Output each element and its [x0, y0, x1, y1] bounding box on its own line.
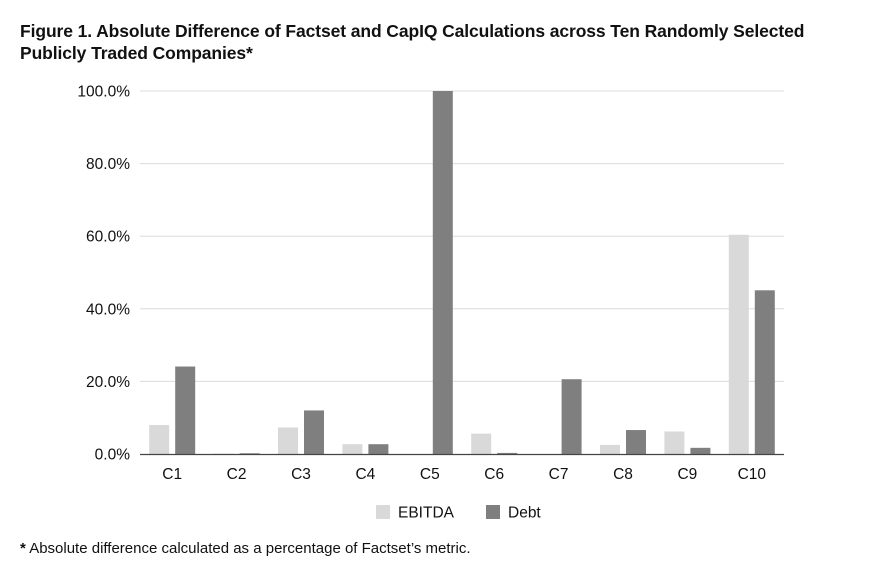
bar-debt-c2 [239, 453, 260, 454]
bar-ebitda-c8 [600, 444, 620, 454]
y-tick-label: 40.0% [86, 301, 130, 318]
y-tick-label: 100.0% [77, 84, 130, 101]
bar-ebitda-c9 [664, 431, 685, 454]
bar-debt-c9 [690, 447, 711, 454]
legend-label-ebitda: EBITDA [398, 505, 455, 522]
y-tick-label: 0.0% [95, 447, 131, 464]
y-tick-label: 60.0% [86, 229, 130, 246]
x-tick-label: C8 [613, 466, 633, 483]
x-tick-label: C3 [291, 466, 311, 483]
x-tick-label: C10 [738, 466, 767, 483]
y-axis-labels: 0.0% 20.0% 40.0% 60.0% 80.0% 100.0% [77, 84, 130, 464]
x-tick-label: C5 [420, 466, 440, 483]
legend-swatch-debt [486, 505, 500, 519]
bar-ebitda-c4 [342, 444, 363, 454]
bar-ebitda-c10 [728, 234, 749, 454]
bar-debt-c4 [368, 444, 389, 454]
bar-debt-c6 [497, 452, 518, 454]
x-tick-label: C7 [549, 466, 569, 483]
y-tick-label: 20.0% [86, 374, 130, 391]
bar-debt-c1 [175, 366, 196, 454]
x-tick-label: C2 [227, 466, 247, 483]
bar-debt-c7 [561, 379, 582, 454]
grid-lines [140, 90, 784, 382]
x-axis-labels: C1 C2 C3 C4 C5 C6 C7 C8 C9 C10 [162, 466, 766, 483]
bar-ebitda-c3 [278, 427, 298, 454]
bar-debt-c10 [754, 290, 775, 454]
bar-ebitda-c1 [149, 424, 170, 454]
chart-title: Figure 1. Absolute Difference of Factset… [20, 21, 805, 63]
footnote: * Absolute difference calculated as a pe… [20, 540, 471, 557]
bar-debt-c3 [304, 410, 324, 454]
x-tick-label: C4 [355, 466, 375, 483]
x-tick-label: C6 [484, 466, 504, 483]
footnote-mark: * [20, 540, 26, 557]
x-tick-label: C1 [162, 466, 182, 483]
bar-debt-c8 [626, 430, 646, 454]
legend-label-debt: Debt [508, 505, 541, 522]
bar-ebitda-c6 [471, 433, 492, 454]
legend: EBITDA Debt [376, 505, 541, 522]
x-tick-label: C9 [677, 466, 697, 483]
footnote-text: Absolute difference calculated as a perc… [29, 540, 471, 557]
bars [149, 91, 775, 454]
legend-swatch-ebitda [376, 505, 390, 519]
bar-debt-c5 [432, 91, 453, 454]
y-tick-label: 80.0% [86, 156, 130, 173]
